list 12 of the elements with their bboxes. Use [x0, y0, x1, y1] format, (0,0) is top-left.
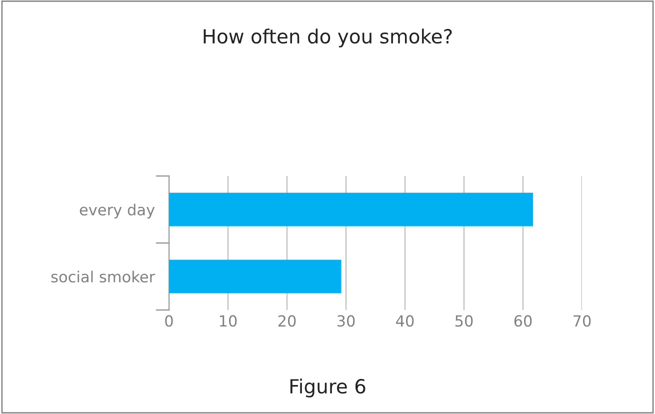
x-tick-label: 60: [514, 315, 532, 327]
caption: Figure 6: [290, 378, 366, 398]
x-tick-label: 0: [165, 315, 173, 327]
x-tick-label: 40: [396, 315, 414, 327]
y-tick-label: every day: [80, 204, 155, 218]
x-tick-label: 20: [278, 315, 296, 327]
x-tick-label: 70: [574, 315, 591, 327]
x-tick-label: 50: [455, 315, 473, 327]
x-tick-label: 30: [337, 315, 355, 327]
y-tick-label: social smoker: [51, 270, 156, 283]
x-tick-label: 10: [220, 315, 237, 327]
chart-title: How often do you smoke?: [204, 28, 452, 48]
